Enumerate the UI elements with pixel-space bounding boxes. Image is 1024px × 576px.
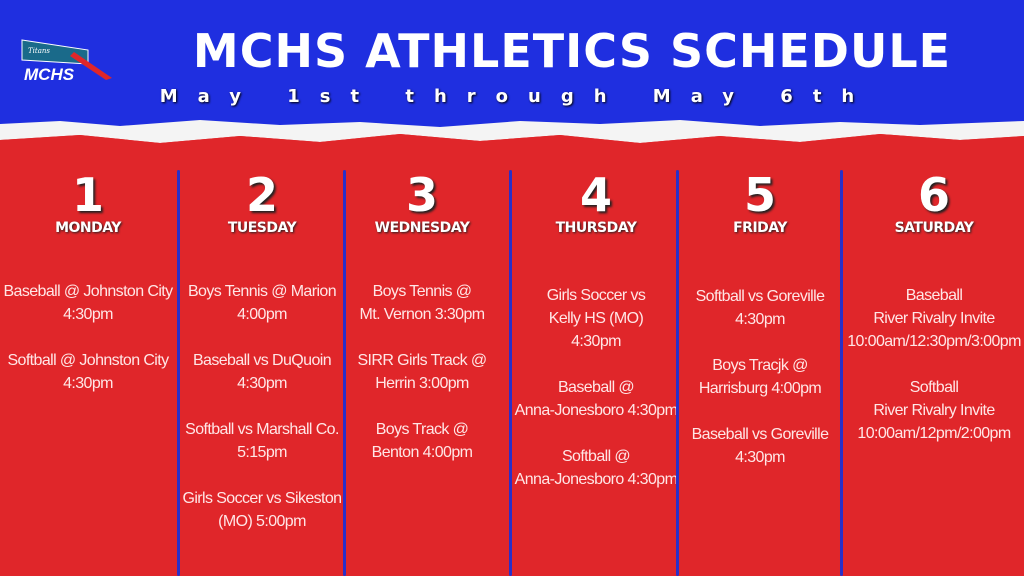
- svg-text:Titans: Titans: [28, 47, 50, 55]
- day-column-wednesday: 3 WEDNESDAY Boys Tennis @ Mt. Vernon 3:3…: [346, 140, 498, 576]
- event: Softball @ Johnston City 4:30pm: [7, 352, 169, 392]
- column-divider: [676, 170, 679, 576]
- column-divider: [343, 170, 346, 576]
- day-column-friday: 5 FRIDAY Softball vs Goreville 4:30pm Bo…: [680, 140, 840, 576]
- event: Baseball vs DuQuoin 4:30pm: [192, 352, 332, 392]
- day-number: 1: [71, 168, 104, 222]
- day-name: THURSDAY: [555, 220, 637, 236]
- day-name: WEDNESDAY: [374, 220, 470, 236]
- day-name: FRIDAY: [733, 220, 787, 236]
- day-name: TUESDAY: [227, 220, 297, 236]
- column-divider: [509, 170, 512, 576]
- day-column-thursday: 4 THURSDAY Girls Soccer vs Kelly HS (MO)…: [515, 140, 678, 576]
- event: Softball @ Anna-Jonesboro 4:30pm: [514, 448, 678, 488]
- torn-paper-edge: [0, 120, 1024, 148]
- event: SIRR Girls Track @ Herrin 3:00pm: [357, 352, 487, 392]
- event: Baseball vs Goreville 4:30pm: [691, 426, 829, 466]
- day-column-saturday: 6 SATURDAY Baseball River Rivalry Invite…: [847, 140, 1021, 576]
- column-divider: [177, 170, 180, 576]
- day-name: SATURDAY: [894, 220, 974, 236]
- mchs-logo: Titans MCHS: [21, 39, 112, 84]
- schedule-grid: 1 MONDAY Baseball @ Johnston City 4:30pm…: [0, 140, 1024, 576]
- day-number: 6: [917, 168, 950, 222]
- event: Boys Tennis @ Marion 4:00pm: [187, 283, 337, 323]
- event: Boys Track @ Benton 4:00pm: [371, 421, 473, 461]
- event: Boys Tracjk @ Harrisburg 4:00pm: [698, 357, 822, 397]
- header-banner: [0, 0, 1024, 132]
- event: Baseball River Rivalry Invite 10:00am/12…: [847, 287, 1021, 350]
- event: Softball vs Marshall Co. 5:15pm: [185, 421, 339, 461]
- event: Girls Soccer vs Sikeston (MO) 5:00pm: [182, 490, 343, 530]
- day-number: 2: [245, 168, 278, 222]
- event: Baseball @ Anna-Jonesboro 4:30pm: [514, 379, 678, 419]
- date-range: May 1st through May 6th: [159, 86, 875, 107]
- day-number: 5: [743, 168, 776, 222]
- day-column-tuesday: 2 TUESDAY Boys Tennis @ Marion 4:00pm Ba…: [182, 140, 343, 576]
- day-number: 3: [405, 168, 438, 222]
- column-divider: [840, 170, 843, 576]
- event: Girls Soccer vs Kelly HS (MO) 4:30pm: [546, 287, 646, 350]
- day-column-monday: 1 MONDAY Baseball @ Johnston City 4:30pm…: [3, 140, 173, 576]
- page-title: MCHS ATHLETICS SCHEDULE: [192, 24, 952, 78]
- event: Boys Tennis @ Mt. Vernon 3:30pm: [359, 283, 486, 323]
- day-name: MONDAY: [55, 220, 121, 236]
- event: Baseball @ Johnston City 4:30pm: [3, 283, 173, 323]
- event: Softball vs Goreville 4:30pm: [695, 288, 825, 328]
- day-number: 4: [579, 168, 612, 222]
- event: Softball River Rivalry Invite 10:00am/12…: [857, 379, 1011, 442]
- svg-text:MCHS: MCHS: [24, 65, 75, 84]
